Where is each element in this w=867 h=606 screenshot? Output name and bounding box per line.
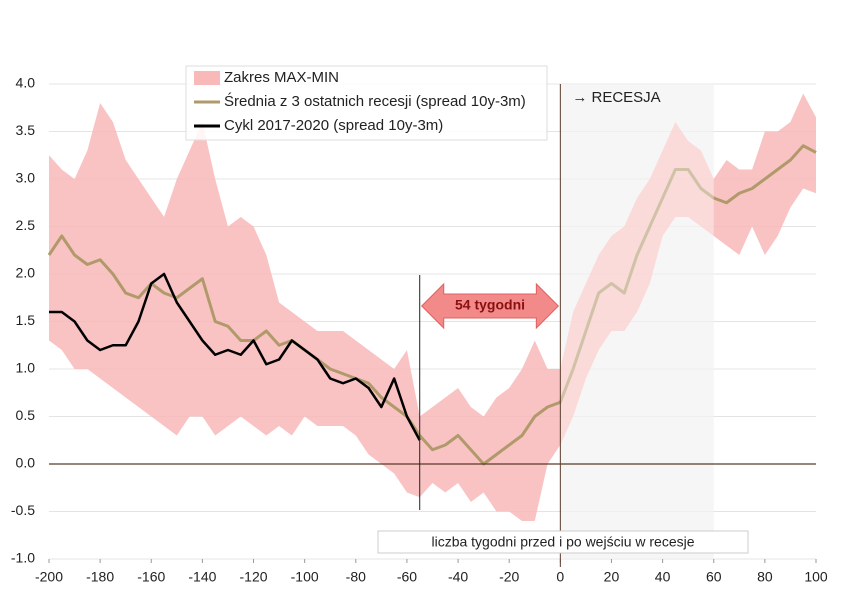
x-tick-label: 0 bbox=[556, 569, 564, 585]
y-tick-label: -1.0 bbox=[11, 550, 35, 566]
legend: Zakres MAX-MIN Średnia z 3 ostatnich rece… bbox=[185, 65, 548, 141]
y-tick-label: 1.0 bbox=[16, 360, 36, 376]
x-axis-label: liczba tygodni przed i po wejściu w rece… bbox=[431, 534, 694, 550]
legend-label: Średnia z 3 ostatnich recesji (spread 10… bbox=[224, 92, 526, 110]
y-tick-label: 1.5 bbox=[16, 312, 36, 328]
x-tick-label: 60 bbox=[706, 569, 722, 585]
legend-box bbox=[185, 65, 548, 141]
x-tick-label: -160 bbox=[137, 569, 165, 585]
x-tick-label: -60 bbox=[397, 569, 417, 585]
y-tick-label: 0.0 bbox=[16, 455, 36, 471]
xlabel-box bbox=[377, 530, 749, 554]
x-tick-label: 80 bbox=[757, 569, 773, 585]
x-tick-label: -100 bbox=[291, 569, 319, 585]
x-tick-label: -80 bbox=[346, 569, 366, 585]
legend-swatch bbox=[194, 71, 220, 85]
y-tick-label: 2.0 bbox=[16, 265, 36, 281]
y-tick-label: 0.5 bbox=[16, 407, 36, 423]
y-tick-label: -0.5 bbox=[11, 502, 35, 518]
y-tick-label: 3.5 bbox=[16, 122, 36, 138]
x-tick-label: -200 bbox=[35, 569, 63, 585]
range-area bbox=[49, 93, 816, 521]
y-tick-label: 2.5 bbox=[16, 217, 36, 233]
arrow-label: 54 tygodni bbox=[455, 297, 525, 313]
y-tick-label: 4.0 bbox=[16, 75, 36, 91]
x-tick-label: -120 bbox=[240, 569, 268, 585]
legend-label: Zakres MAX-MIN bbox=[224, 69, 339, 86]
recession-fade bbox=[560, 84, 714, 559]
x-tick-label: 40 bbox=[655, 569, 671, 585]
x-tick-label: -20 bbox=[499, 569, 519, 585]
recession-label: → RECESJA bbox=[572, 89, 660, 106]
legend-label: Cykl 2017-2020 (spread 10y-3m) bbox=[224, 117, 443, 134]
x-tick-label: -40 bbox=[448, 569, 468, 585]
x-tick-label: -180 bbox=[86, 569, 114, 585]
arrow bbox=[421, 282, 560, 330]
y-tick-label: 3.0 bbox=[16, 170, 36, 186]
x-tick-label: -140 bbox=[188, 569, 216, 585]
x-tick-label: 20 bbox=[604, 569, 620, 585]
line bbox=[49, 272, 421, 441]
x-tick-label: 100 bbox=[804, 569, 828, 585]
line bbox=[47, 144, 817, 466]
